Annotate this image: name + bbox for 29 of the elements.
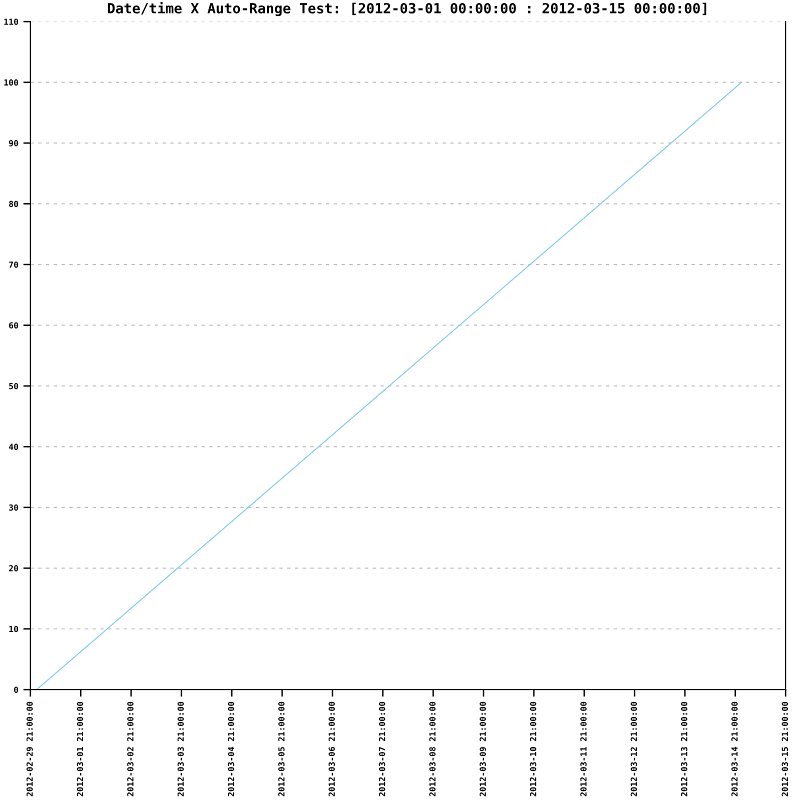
x-tick-label: 2012-03-09 21:00:00 (480, 702, 486, 796)
y-tick-label: 90 (9, 140, 18, 146)
x-tick-label: 2012-03-07 21:00:00 (378, 702, 386, 796)
y-tick-label: 0 (14, 686, 18, 693)
x-tick-label: 2012-03-04 21:00:00 (228, 702, 234, 796)
x-tick-label: 2012-03-06 21:00:00 (328, 702, 335, 796)
x-tick-label: 2012-03-01 21:00:00 (76, 702, 84, 796)
y-tick-label: 70 (9, 261, 18, 268)
y-tick-label: 100 (4, 79, 18, 86)
x-tick-label: 2012-03-03 21:00:00 (178, 702, 184, 796)
y-tick-label: 60 (9, 322, 18, 329)
x-tick-label: 2012-03-13 21:00:00 (681, 702, 688, 796)
y-tick-label: 110 (4, 18, 18, 25)
x-tick-label: 2012-03-10 21:00:00 (530, 702, 536, 796)
x-tick-label: 2012-03-11 21:00:00 (580, 702, 587, 796)
y-tick-label: 20 (9, 565, 18, 572)
y-tick-label: 10 (9, 626, 18, 632)
x-tick-label: 2012-03-15 21:00:00 (782, 702, 788, 796)
y-tick-label: 50 (9, 382, 18, 390)
x-tick-label: 2012-03-02 21:00:00 (127, 702, 134, 796)
x-tick-label: 2012-02-29 21:00:00 (26, 702, 33, 796)
y-tick-label: 80 (9, 200, 18, 208)
x-tick-label: 2012-03-08 21:00:00 (429, 702, 436, 796)
y-tick-label: 40 (8, 444, 18, 450)
x-tick-label: 2012-03-12 21:00:00 (630, 702, 637, 796)
x-tick-label: 2012-03-05 21:00:00 (278, 702, 285, 796)
y-tick-label: 30 (9, 504, 18, 511)
chart-title: Date/time X Auto-Range Test: [2012-03-01 00:00:00 : 2012-03-15 00:00:00] (108, 2, 706, 16)
x-tick-label: 2012-03-14 21:00:00 (731, 702, 738, 796)
